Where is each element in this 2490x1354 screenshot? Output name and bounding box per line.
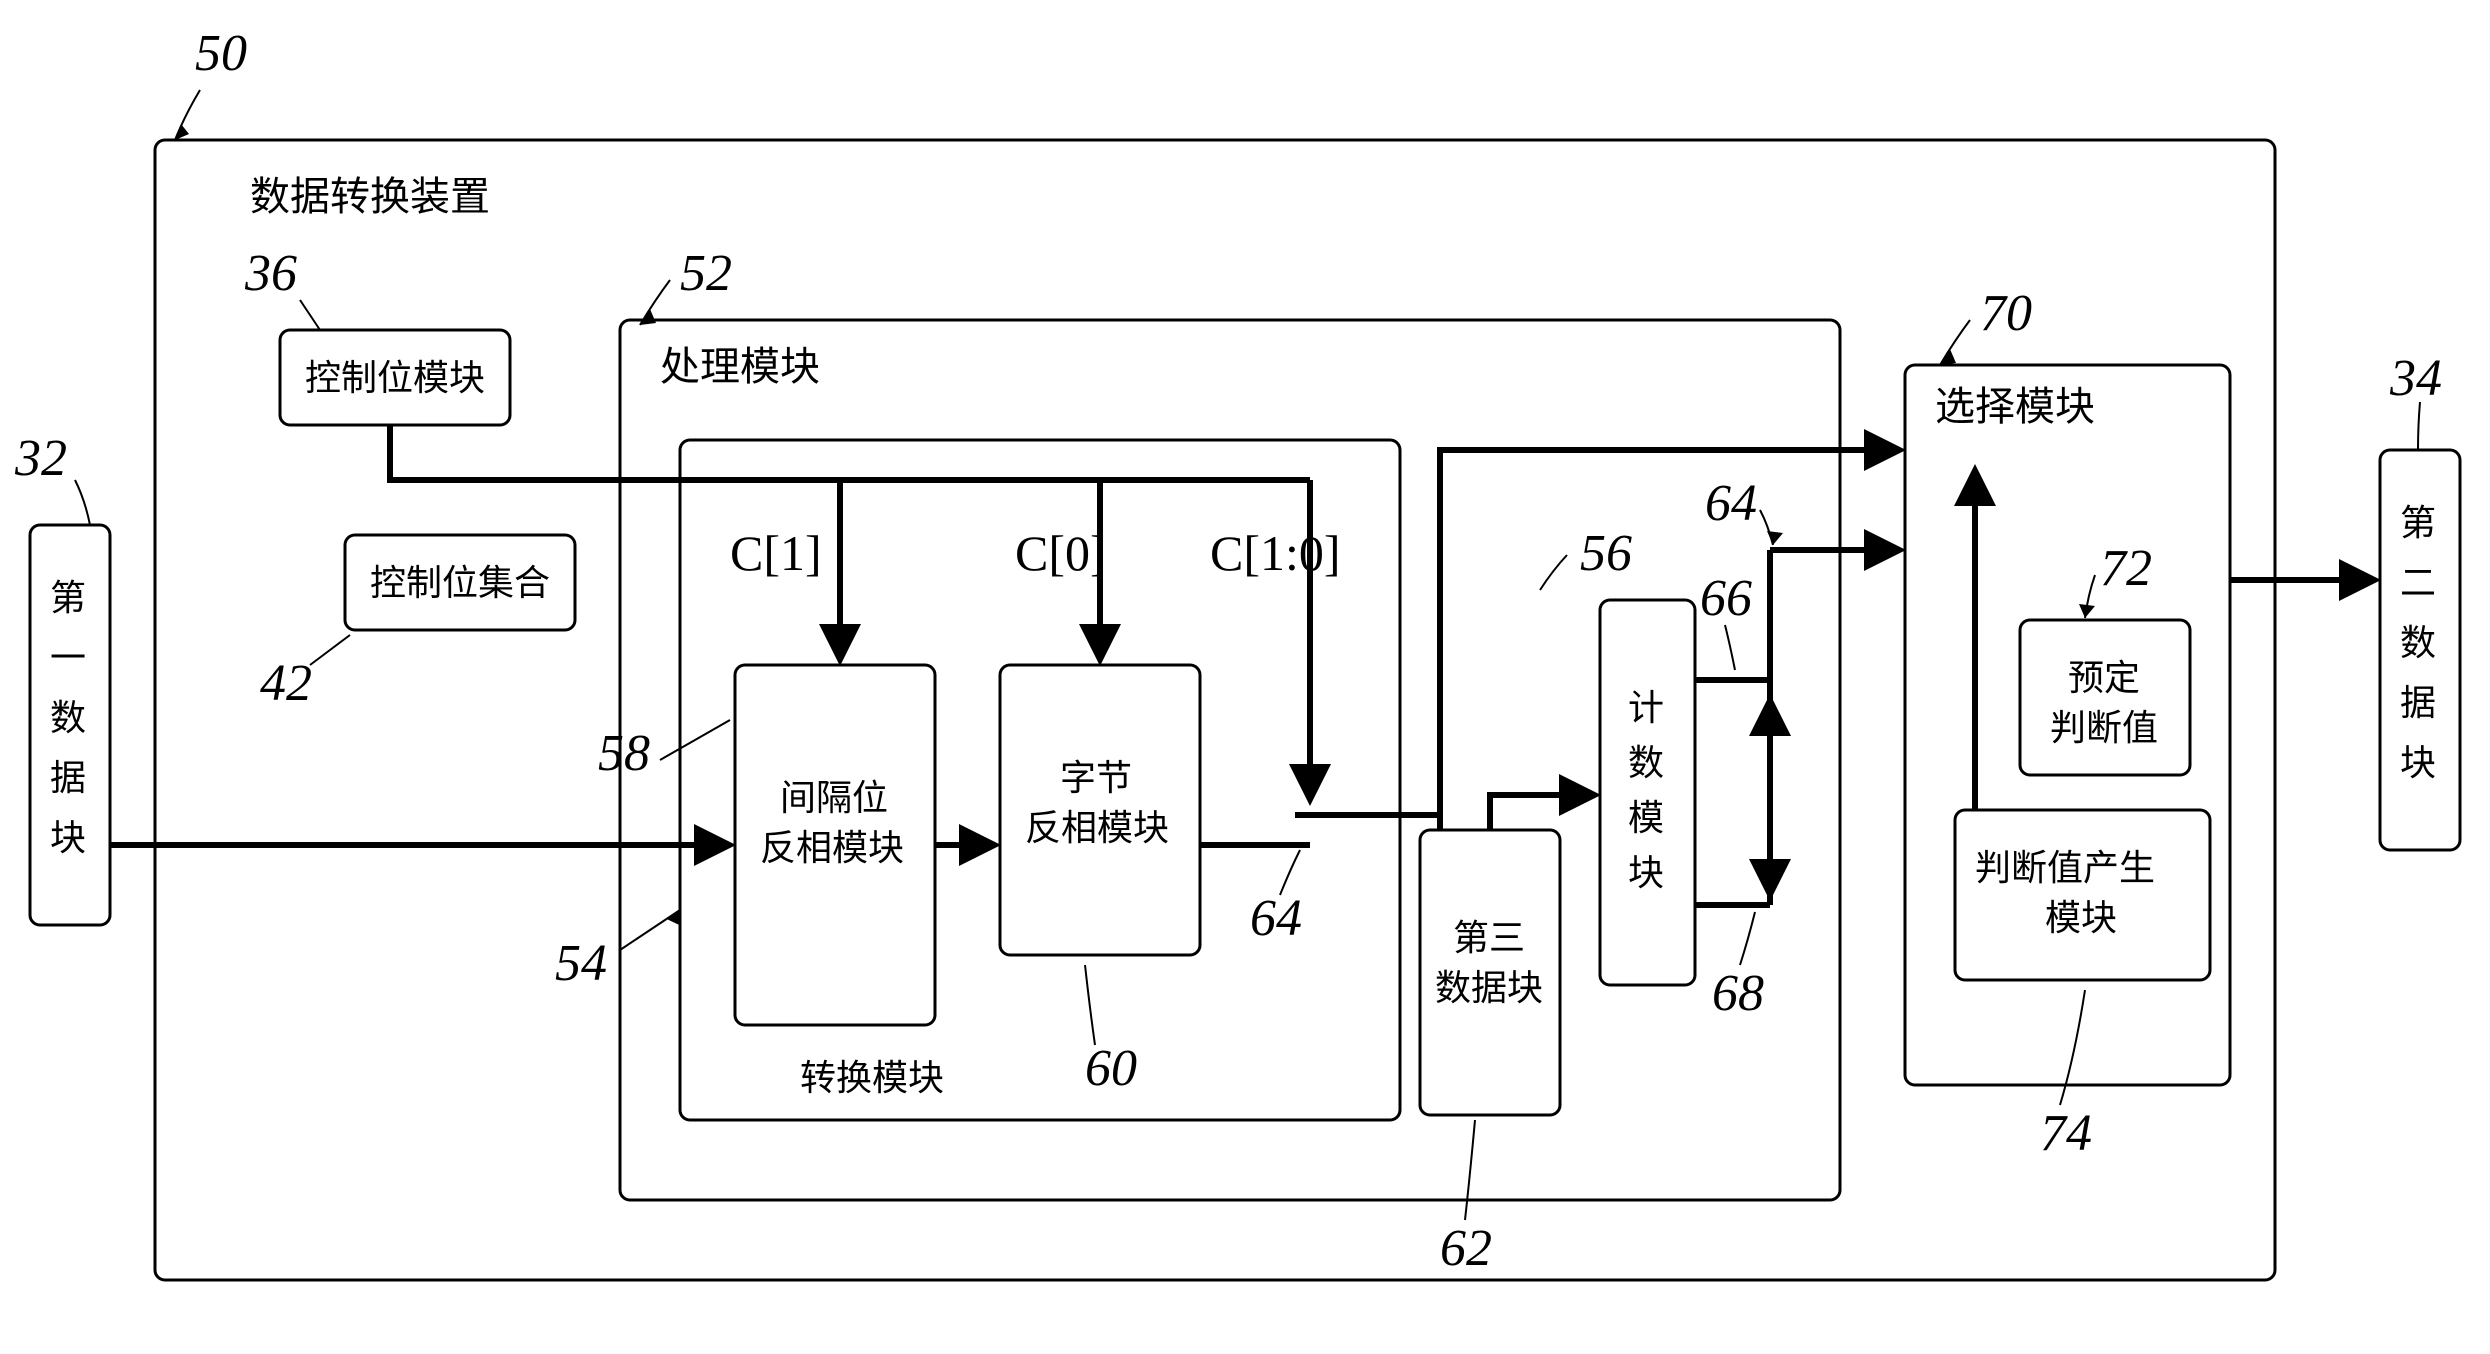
output-block-l3: 数 — [2400, 622, 2436, 663]
ref-64b: 64 — [1705, 475, 1757, 532]
count-l1: 计 — [1628, 687, 1664, 728]
ref-58: 58 — [598, 725, 650, 782]
input-block-l5: 块 — [50, 817, 86, 858]
conversion-title: 转换模块 — [800, 1057, 944, 1098]
ctrl-bus — [390, 425, 1310, 480]
third-l1: 第三 — [1453, 917, 1525, 958]
count-l4: 块 — [1628, 852, 1664, 893]
ref-52: 52 — [680, 245, 732, 302]
leader-74 — [2060, 990, 2085, 1105]
input-block-l4: 据 — [50, 757, 86, 798]
leader-66 — [1725, 625, 1735, 670]
ref-72: 72 — [2100, 540, 2152, 597]
leader-36 — [300, 300, 320, 330]
ref-32: 32 — [14, 430, 67, 487]
byte-inv-l2: 反相模块 — [1025, 807, 1169, 848]
device-box — [155, 140, 2275, 1280]
output-block-l1: 第 — [2400, 502, 2436, 543]
leader-32 — [75, 480, 90, 525]
control-bit-set-label: 控制位集合 — [370, 562, 550, 603]
leader-56 — [1540, 555, 1567, 590]
leader-64a — [1280, 850, 1300, 895]
junction-to-third — [1295, 815, 1440, 830]
ref-34: 34 — [2389, 350, 2442, 407]
leader-34 — [2418, 402, 2420, 450]
count-module — [1600, 600, 1695, 985]
ref-50: 50 — [195, 25, 247, 82]
ref-42: 42 — [260, 655, 312, 712]
ref-62: 62 — [1440, 1220, 1492, 1277]
selection-title: 选择模块 — [1935, 385, 2095, 429]
byte-inv-l1: 字节 — [1060, 757, 1132, 798]
third-l2: 数据块 — [1435, 967, 1543, 1008]
ref-36: 36 — [244, 245, 297, 302]
preset-l1: 预定 — [2068, 657, 2140, 698]
signal-c10: C[1:0] — [1210, 525, 1341, 581]
judge-gen-l1: 判断值产生 — [1975, 847, 2155, 888]
judge-gen-box — [1955, 810, 2210, 980]
ref-70: 70 — [1980, 285, 2032, 342]
output-block-l5: 块 — [2400, 742, 2436, 783]
ref-56: 56 — [1580, 525, 1632, 582]
interval-inv-l2: 反相模块 — [760, 827, 904, 868]
signal-c1: C[1] — [730, 525, 822, 581]
signal-c0: C[0] — [1015, 525, 1107, 581]
output-block-l2: 二 — [2400, 562, 2436, 603]
leader-54 — [620, 910, 680, 950]
count-l2: 数 — [1628, 742, 1664, 783]
processing-title: 处理模块 — [660, 345, 820, 389]
input-block-l1: 第 — [50, 577, 86, 618]
ref-64a: 64 — [1250, 890, 1302, 947]
count-l3: 模 — [1628, 797, 1664, 838]
third-to-count — [1490, 795, 1595, 830]
input-block-l3: 数 — [50, 697, 86, 738]
leader-68 — [1740, 912, 1755, 965]
leader-62 — [1465, 1120, 1475, 1220]
leader-42 — [310, 635, 350, 665]
device-title: 数据转换装置 — [250, 175, 490, 219]
preset-l2: 判断值 — [2050, 707, 2158, 748]
branch-up-to-sel — [1440, 450, 1900, 815]
leader-58 — [660, 720, 730, 760]
ref-74: 74 — [2040, 1105, 2092, 1162]
ref-54: 54 — [555, 935, 607, 992]
output-block-l4: 据 — [2400, 682, 2436, 723]
ref-60: 60 — [1085, 1040, 1137, 1097]
judge-gen-l2: 模块 — [2045, 897, 2117, 938]
ref-68: 68 — [1712, 965, 1764, 1022]
leader-60 — [1085, 965, 1095, 1045]
control-bit-module-label: 控制位模块 — [305, 357, 485, 398]
input-block-l2: 一 — [50, 637, 86, 678]
interval-inv-l1: 间隔位 — [780, 777, 888, 818]
ref-66: 66 — [1700, 570, 1752, 627]
